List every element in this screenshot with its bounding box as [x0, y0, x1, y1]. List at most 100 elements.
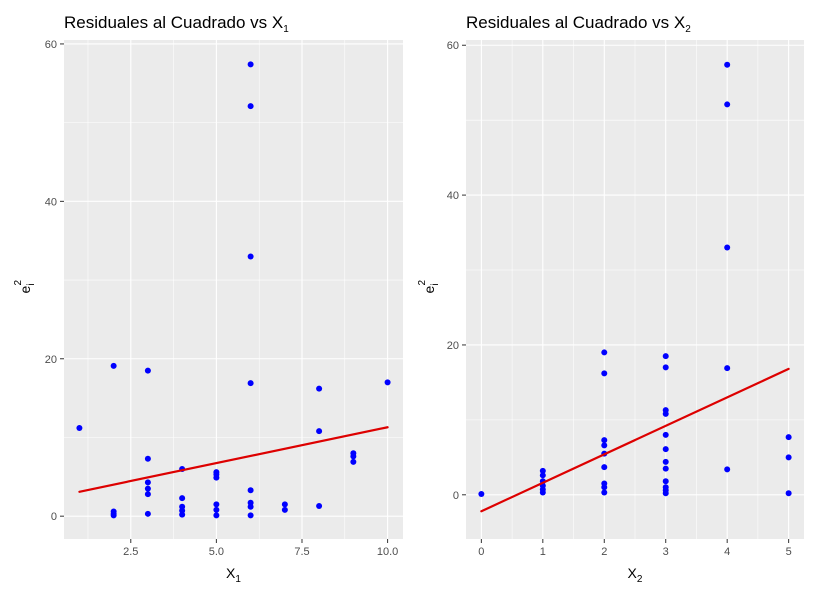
- y-axis-label: e2 i: [417, 280, 441, 294]
- data-point: [724, 244, 731, 251]
- data-point: [144, 485, 151, 492]
- panel-1: 2.5 5.0 7.5 10.0 0 20 40 60 Residuales al Cuadra…: [13, 13, 403, 585]
- data-point: [247, 253, 254, 260]
- data-point: [247, 380, 254, 387]
- data-point: [384, 379, 391, 386]
- data-point: [601, 437, 608, 444]
- data-point: [247, 61, 254, 68]
- data-point: [316, 385, 323, 392]
- x-tick-label: 2.5: [123, 546, 138, 558]
- data-point: [662, 465, 669, 472]
- y-tick-label: 60: [45, 39, 57, 51]
- chart-title: Residuales al Cuadrado vs X2: [466, 13, 691, 35]
- data-point: [539, 467, 546, 474]
- y-axis-label-subscript: i: [26, 283, 37, 285]
- data-point: [281, 501, 288, 508]
- data-point: [144, 510, 151, 517]
- data-point: [110, 362, 117, 369]
- x-tick-label: 5: [786, 546, 792, 558]
- x-axis-label: X1: [226, 565, 241, 585]
- data-point: [601, 349, 608, 356]
- data-point: [724, 365, 731, 372]
- x-tick-label: 10.0: [377, 546, 398, 558]
- data-point: [662, 353, 669, 360]
- x-axis-label-text: X: [628, 565, 638, 581]
- data-point: [662, 458, 669, 465]
- data-point: [662, 490, 669, 497]
- data-point: [144, 491, 151, 498]
- data-point: [601, 464, 608, 471]
- data-point: [179, 495, 186, 502]
- data-point: [247, 487, 254, 494]
- data-point: [662, 364, 669, 371]
- panel-2: 0 1 2 3 4 5 0 20 40 60 Residuales al Cuadrado vs X…: [417, 13, 804, 585]
- data-point: [724, 101, 731, 108]
- y-axis-label-subscript: i: [430, 283, 441, 285]
- panel-1-background: [64, 40, 403, 539]
- x-tick-label: 2: [601, 546, 607, 558]
- x-tick-label: 0: [478, 546, 484, 558]
- chart-title-text: Residuales al Cuadrado vs: [64, 13, 272, 32]
- data-point: [601, 442, 608, 449]
- fit-line: [480, 367, 790, 513]
- fit-line: [78, 426, 389, 493]
- data-point: [662, 431, 669, 438]
- data-point: [213, 474, 220, 481]
- y-axis-label-text: e: [17, 286, 33, 294]
- data-point: [601, 370, 608, 377]
- data-point: [144, 367, 151, 374]
- x-axis-label-text: X: [226, 565, 236, 581]
- x-axis-label: X2: [628, 565, 643, 585]
- data-point: [316, 428, 323, 435]
- data-point: [601, 489, 608, 496]
- data-point: [247, 103, 254, 110]
- chart-title-subscript: 1: [283, 24, 289, 35]
- y-tick-label: 40: [45, 196, 57, 208]
- data-point: [247, 512, 254, 519]
- data-point: [350, 458, 357, 465]
- data-point: [601, 484, 608, 491]
- data-point: [724, 61, 731, 68]
- data-point: [213, 506, 220, 513]
- data-point: [281, 506, 288, 513]
- y-axis-label-text: e: [421, 286, 437, 294]
- data-point: [539, 489, 546, 496]
- chart-title-var: X: [272, 13, 283, 32]
- data-point: [662, 446, 669, 453]
- data-point: [662, 410, 669, 417]
- x-axis-label-subscript: 2: [637, 574, 643, 585]
- x-axis-label-subscript: 1: [235, 574, 241, 585]
- data-point: [724, 466, 731, 473]
- y-axis-label-superscript: 2: [417, 280, 428, 286]
- x-tick-label: 1: [540, 546, 546, 558]
- data-point: [179, 511, 186, 518]
- data-point: [785, 434, 792, 441]
- chart-title: Residuales al Cuadrado vs X1: [64, 13, 289, 35]
- chart-title-subscript: 2: [685, 24, 691, 35]
- data-point: [144, 455, 151, 462]
- x-tick-label: 4: [724, 546, 730, 558]
- data-point: [110, 512, 117, 519]
- data-point: [247, 503, 254, 510]
- y-tick-label: 20: [45, 354, 57, 366]
- y-tick-label: 60: [447, 40, 459, 52]
- data-point: [350, 453, 357, 460]
- data-point: [316, 502, 323, 509]
- chart-title-var: X: [674, 13, 685, 32]
- y-axis-label-superscript: 2: [13, 280, 24, 286]
- data-point: [539, 472, 546, 479]
- data-point: [213, 501, 220, 508]
- y-tick-label: 0: [51, 511, 57, 523]
- y-tick-label: 40: [447, 190, 459, 202]
- data-point: [144, 479, 151, 486]
- data-point: [478, 491, 485, 498]
- x-tick-label: 7.5: [294, 546, 309, 558]
- chart-title-text: Residuales al Cuadrado vs: [466, 13, 674, 32]
- data-point: [785, 490, 792, 497]
- data-point: [76, 425, 83, 432]
- y-tick-label: 20: [447, 340, 459, 352]
- data-point: [213, 512, 220, 519]
- x-tick-label: 5.0: [209, 546, 224, 558]
- x-tick-label: 3: [663, 546, 669, 558]
